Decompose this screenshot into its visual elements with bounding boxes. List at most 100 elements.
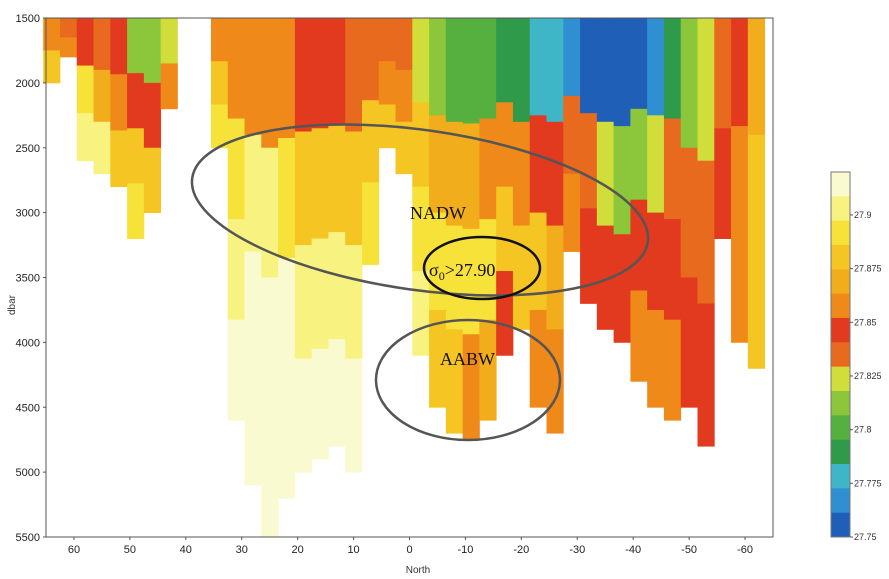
heatmap-cell <box>395 121 413 175</box>
heatmap-cell <box>630 290 648 382</box>
heatmap-cell <box>680 18 698 149</box>
heatmap-cell <box>529 309 547 408</box>
heatmap-cell <box>445 329 464 434</box>
heatmap-cell <box>294 245 313 359</box>
heatmap-cell <box>747 18 766 136</box>
x-tick-label: 30 <box>236 544 248 556</box>
colorbar-swatch <box>831 172 850 197</box>
heatmap-cell <box>378 61 396 105</box>
heatmap-cell <box>445 121 464 226</box>
sigma-symbol: σ <box>429 260 439 280</box>
heatmap-cell <box>663 319 682 421</box>
heatmap-cell <box>59 18 78 38</box>
heatmap-cell <box>445 225 464 330</box>
sigma-condition: >27.90 <box>445 260 496 280</box>
heatmap-cell <box>429 309 447 408</box>
colorbar-swatch <box>831 464 850 489</box>
heatmap-cell <box>210 104 229 149</box>
heatmap-cell <box>731 234 749 343</box>
heatmap-cell <box>143 147 162 214</box>
heatmap-cell <box>496 186 514 272</box>
heatmap-cell <box>378 18 396 62</box>
heatmap-cell <box>680 147 698 278</box>
heatmap-cell <box>529 18 547 116</box>
heatmap-cell <box>596 225 615 330</box>
heatmap-cells <box>43 18 766 538</box>
colorbar-swatch <box>831 342 850 367</box>
heatmap-cell <box>345 358 363 473</box>
x-tick-label: 50 <box>124 544 136 556</box>
colorbar-swatch <box>831 293 850 319</box>
heatmap-cell <box>395 18 413 71</box>
heatmap-cell <box>512 18 531 123</box>
heatmap-cell <box>311 348 329 460</box>
heatmap-cell <box>328 339 346 447</box>
colorbar-swatch <box>831 220 850 246</box>
heatmap-cell <box>261 407 279 538</box>
heatmap-cell <box>580 208 598 304</box>
heatmap-cell <box>697 160 715 304</box>
heatmap-cell <box>747 251 766 369</box>
heatmap-cell <box>731 18 749 127</box>
x-tick-label: 10 <box>347 544 359 556</box>
heatmap-cell <box>143 18 162 84</box>
colorbar-swatch <box>831 318 850 343</box>
heatmap-cell <box>529 115 547 214</box>
heatmap-cell <box>429 115 447 214</box>
heatmap-cell <box>412 102 430 188</box>
heatmap-cell <box>563 18 581 97</box>
colorbar <box>830 171 851 538</box>
heatmap-cell <box>76 65 94 114</box>
heatmap-cell <box>714 128 732 239</box>
colorbar-swatch <box>831 269 850 294</box>
x-tick-label: -20 <box>513 544 529 556</box>
heatmap-cell <box>93 69 111 123</box>
heatmap-cell <box>244 368 262 486</box>
heatmap-cell <box>479 118 497 220</box>
heatmap-cell <box>294 131 313 246</box>
x-tick-label: 20 <box>292 544 304 556</box>
heatmap-cell <box>647 115 665 214</box>
heatmap-cell <box>496 18 514 103</box>
heatmap-cell <box>462 123 480 230</box>
colorbar-tick-label: 27.775 <box>854 478 882 488</box>
heatmap-cell <box>412 186 430 272</box>
heatmap-cell <box>76 113 94 162</box>
heatmap-cell <box>596 121 615 226</box>
heatmap-cell <box>462 228 480 335</box>
y-tick-label: 5000 <box>16 467 40 479</box>
heatmap-cell <box>512 121 531 226</box>
heatmap-cell <box>227 18 245 119</box>
colorbar-swatch <box>831 488 850 513</box>
heatmap-cell <box>680 277 698 408</box>
colorbar-swatch <box>831 366 850 392</box>
heatmap-cell <box>714 18 732 129</box>
y-tick-label: 2500 <box>16 143 40 155</box>
heatmap-cell <box>227 118 245 220</box>
y-axis-label: dbar <box>7 294 18 315</box>
heatmap-cell <box>160 63 178 110</box>
heatmap-cell <box>663 18 682 119</box>
colorbar-swatch <box>831 196 850 221</box>
heatmap-cell <box>294 358 313 473</box>
heatmap-cell <box>143 82 162 149</box>
heatmap-cell <box>244 251 262 369</box>
aabw-ellipse <box>374 318 562 442</box>
sigma-subscript: 0 <box>439 269 445 283</box>
heatmap-cell <box>412 271 430 356</box>
heatmap-cell <box>630 18 648 110</box>
heatmap-cell <box>580 113 598 209</box>
colorbar-tick-label: 27.875 <box>854 264 882 274</box>
heatmap-cell <box>227 219 245 321</box>
x-tick-label: 60 <box>68 544 80 556</box>
colorbar-swatch <box>831 512 850 538</box>
heatmap-cell <box>361 100 380 183</box>
heatmap-cell <box>210 18 229 62</box>
colorbar-tick-label: 27.8 <box>854 425 872 435</box>
heatmap-cell <box>462 18 480 124</box>
heatmap-cell <box>127 73 145 129</box>
colorbar-ticks: 27.75 27.775 27.8 27.825 27.85 27.875 27.9 <box>850 210 882 542</box>
heatmap-cell <box>563 173 581 252</box>
heatmap-cell <box>127 18 145 74</box>
heatmap-cell <box>731 126 749 235</box>
